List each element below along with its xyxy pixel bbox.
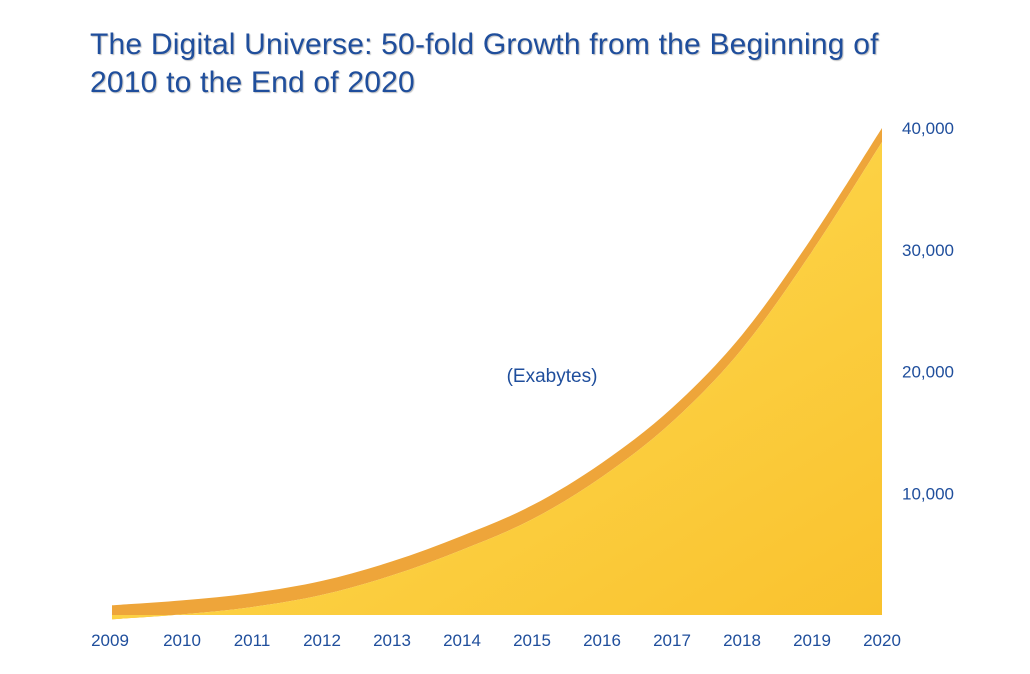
x-tick-label: 2019 [793,631,831,650]
y-tick-label: 10,000 [902,484,954,503]
area-layer [112,128,882,620]
chart-title-line-1: The Digital Universe: 50-fold Growth fro… [90,28,879,61]
chart-title-line-2: 2010 to the End of 2020 [90,66,415,99]
x-tick-label: 2016 [583,631,621,650]
y-axis-ticks: 10,000 20,000 30,000 40,000 [902,119,954,503]
unit-annotation: (Exabytes) [507,366,598,387]
x-axis-ticks: 2009 2010 2011 2012 2013 2014 2015 2016 2017 2018… [91,631,901,650]
x-tick-label: 2010 [163,631,201,650]
x-tick-label: 2009 [91,631,129,650]
x-tick-label: 2011 [234,631,271,650]
x-tick-label: 2015 [513,631,551,650]
y-tick-label: 20,000 [902,363,954,382]
x-tick-label: 2014 [443,631,481,650]
x-tick-label: 2017 [653,631,691,650]
area-fill [112,142,882,620]
x-tick-label: 2013 [373,631,411,650]
x-tick-label: 2018 [723,631,761,650]
x-tick-label: 2020 [863,631,901,650]
y-tick-label: 30,000 [902,241,954,260]
chart-title: The Digital Universe: 50-fold Growth fro… [90,26,990,102]
x-tick-label: 2012 [303,631,341,650]
y-tick-label: 40,000 [902,119,954,138]
